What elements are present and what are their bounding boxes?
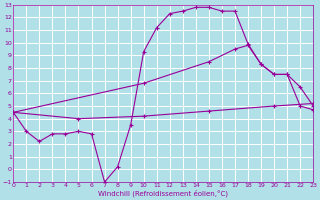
- X-axis label: Windchill (Refroidissement éolien,°C): Windchill (Refroidissement éolien,°C): [98, 190, 228, 197]
